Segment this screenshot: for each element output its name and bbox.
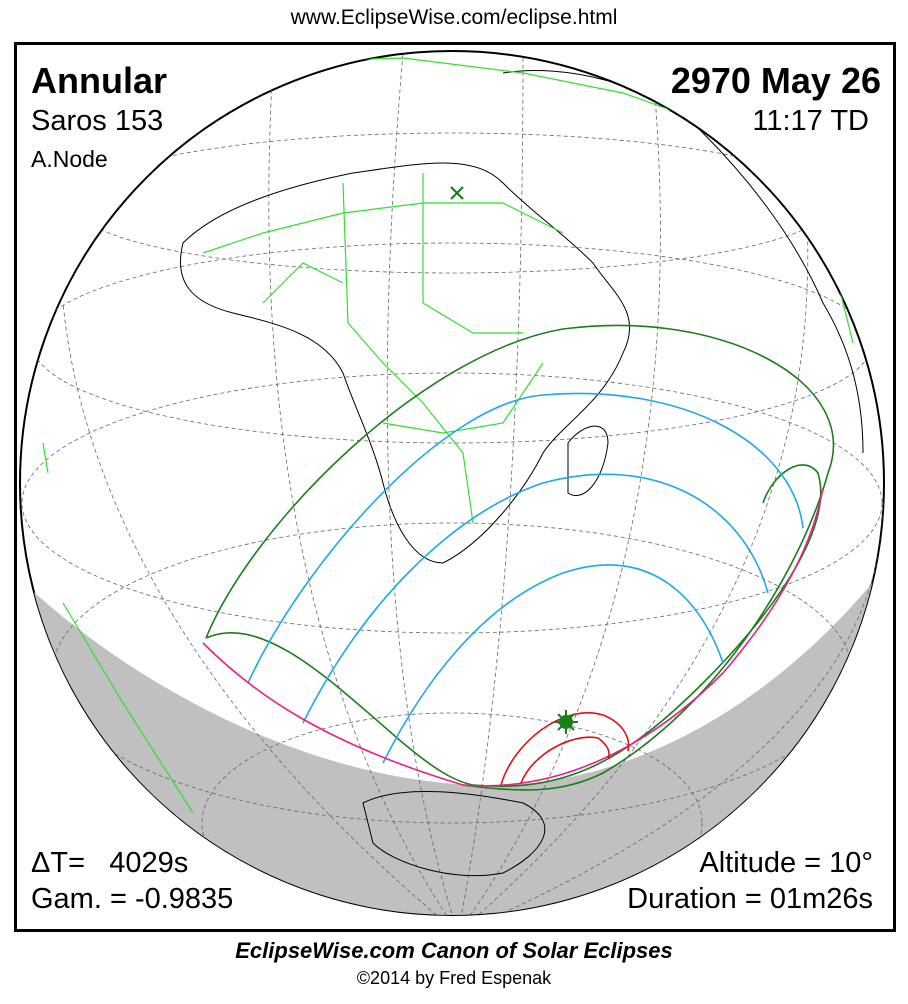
eclipse-path <box>202 324 835 791</box>
footer-title: EclipseWise.com Canon of Solar Eclipses <box>235 938 673 963</box>
subsolar-point-marker <box>450 186 464 200</box>
url-header: www.EclipseWise.com/eclipse.html <box>290 6 618 29</box>
eclipse-type: Annular <box>31 60 168 101</box>
saros-number: Saros 153 <box>31 105 164 137</box>
node: A.Node <box>31 146 108 172</box>
footer-copyright: ©2014 by Fred Espenak <box>356 968 552 988</box>
central-line-south <box>382 564 724 764</box>
max-eclipse-curve <box>500 712 630 786</box>
sunrise-sunset-line <box>202 487 824 787</box>
greatest-eclipse-marker <box>554 710 578 734</box>
penumbral-limit-inner <box>205 464 822 788</box>
globe-map <box>19 50 885 916</box>
altitude: Altitude = 10° <box>699 847 873 879</box>
delta-t: ΔT= 4029s <box>31 847 189 879</box>
penumbral-limit-outer <box>205 324 835 791</box>
eclipse-date: 2970 May 26 <box>670 60 881 101</box>
max-eclipse-curve-inner <box>520 736 610 784</box>
gamma: Gam. = -0.9835 <box>31 883 234 915</box>
duration: Duration = 01m26s <box>627 883 873 915</box>
central-line-mid <box>302 473 769 724</box>
eclipse-map-frame: Annular Saros 153 A.Node 2970 May 26 11:… <box>14 42 896 932</box>
central-line-north <box>247 392 804 684</box>
eclipse-time: 11:17 TD <box>752 105 869 137</box>
coastlines <box>179 70 864 877</box>
